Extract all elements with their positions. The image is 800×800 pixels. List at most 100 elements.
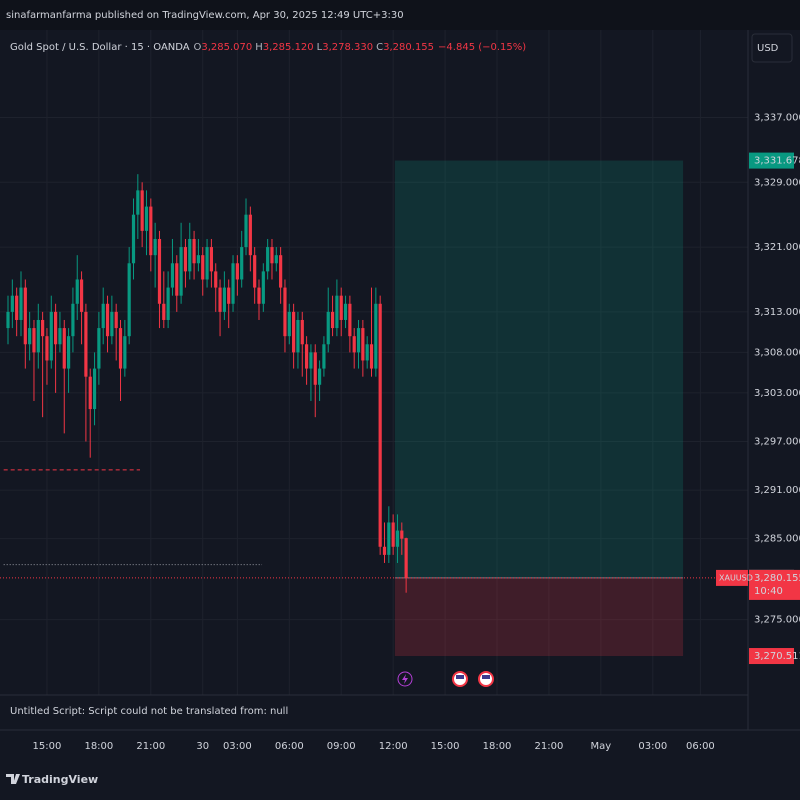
y-tick-label: 3,337.000 <box>754 112 800 123</box>
y-tick-label: 3,308.000 <box>754 347 800 358</box>
x-tick-label: 09:00 <box>327 741 356 752</box>
candle-body <box>326 311 330 345</box>
ohlc-value: 3,278.330 <box>322 42 373 53</box>
x-tick-label: 03:00 <box>638 741 667 752</box>
candle-body <box>192 238 196 264</box>
price-label-box <box>749 648 794 665</box>
currency: USD <box>757 43 779 54</box>
candle-body <box>179 247 183 296</box>
candle-body <box>266 247 270 272</box>
change: −4.845 (−0.15%) <box>438 42 526 53</box>
flag-part <box>456 675 464 679</box>
candle-body <box>54 311 58 345</box>
flag-part <box>482 675 490 679</box>
currency-box[interactable] <box>751 33 793 63</box>
candle-body <box>23 287 27 345</box>
candle-body <box>322 344 326 369</box>
ohlc-key: L <box>317 42 323 53</box>
candle-body <box>335 295 339 329</box>
event-icon-bolt <box>402 674 408 684</box>
candle-body <box>110 311 114 337</box>
candle-body <box>404 538 408 578</box>
candle-body <box>62 328 66 369</box>
candle-body <box>123 336 127 369</box>
symbol-tag-box <box>716 569 748 586</box>
candle-body <box>352 336 356 353</box>
candle-body <box>274 255 278 264</box>
candle-body <box>166 287 170 320</box>
candle-body <box>235 263 239 280</box>
candle-body <box>127 263 131 337</box>
y-tick-label: 3,285.000 <box>754 534 800 545</box>
x-tick-label: 15:00 <box>431 741 460 752</box>
candle-body <box>283 287 287 337</box>
ohlc-key: C <box>376 42 383 53</box>
price-label: 3,331.678 <box>754 156 800 167</box>
candle-body <box>279 255 283 288</box>
candle-body <box>309 352 313 369</box>
price-label: 3,270.511 <box>754 651 800 662</box>
brand-logo <box>6 774 20 784</box>
y-tick-label: 3,313.000 <box>754 307 800 318</box>
candle-body <box>144 206 149 231</box>
plot <box>0 160 748 657</box>
candle-body <box>300 319 304 345</box>
candle-body <box>296 319 300 353</box>
candle-body <box>248 214 252 256</box>
candle-body <box>356 328 361 353</box>
candle-body <box>28 328 32 345</box>
candle-body <box>32 328 36 353</box>
candle-body <box>244 214 248 248</box>
candle-body <box>6 311 10 329</box>
y-tick-label: 3,291.000 <box>754 485 800 496</box>
symbol-legend: Gold Spot / U.S. Dollar · 15 · OANDA O3,2… <box>10 42 526 53</box>
x-tick-label: 30 <box>196 741 209 752</box>
symbol-tag: XAUUSD <box>719 573 753 582</box>
x-tick-label: 06:00 <box>686 741 715 752</box>
candle-body <box>209 247 213 272</box>
candle-body <box>97 328 101 369</box>
candle-body <box>101 303 105 329</box>
loss-zone <box>394 577 684 657</box>
ohlc-key: H <box>255 42 263 53</box>
candle-body <box>395 530 400 547</box>
candle-body <box>170 263 175 288</box>
candle-body <box>317 368 322 385</box>
candle-body <box>378 303 382 547</box>
candle-body <box>58 328 62 345</box>
candle-body <box>41 319 45 337</box>
ohlc-key: O <box>193 42 201 53</box>
candle-body <box>205 247 209 280</box>
x-tick-label: 03:00 <box>223 741 252 752</box>
candle-body <box>114 311 118 329</box>
profit-zone <box>394 160 684 578</box>
ohlc-value: 3,285.070 <box>201 42 252 53</box>
candle-body <box>88 376 92 410</box>
candle-body <box>162 303 166 320</box>
candle-body <box>374 303 378 369</box>
event-icon[interactable] <box>397 671 413 687</box>
footer <box>0 760 800 800</box>
candle-body <box>136 190 140 215</box>
candle-body <box>231 263 235 304</box>
header-bar <box>0 0 800 30</box>
x-tick-label: 06:00 <box>275 741 304 752</box>
script-message: Untitled Script: Script could not be tra… <box>10 706 288 717</box>
candle-body <box>365 344 369 361</box>
candle-body <box>75 279 79 304</box>
candle-body <box>36 319 40 353</box>
candle-body <box>19 287 23 320</box>
candle-body <box>149 206 153 256</box>
symbol: Gold Spot / U.S. Dollar · 15 · OANDA <box>10 42 190 53</box>
event-icons <box>397 671 494 687</box>
candle-body <box>201 255 205 280</box>
axes: 3,337.000 3,329.000 3,321.000 3,313.000 3,30… <box>33 112 800 752</box>
candle-body <box>382 546 387 555</box>
x-tick-label: 21:00 <box>136 741 165 752</box>
candle-body <box>92 368 97 410</box>
x-tick-label: 18:00 <box>84 741 113 752</box>
candle-body <box>257 287 261 304</box>
candle-body <box>71 303 75 337</box>
